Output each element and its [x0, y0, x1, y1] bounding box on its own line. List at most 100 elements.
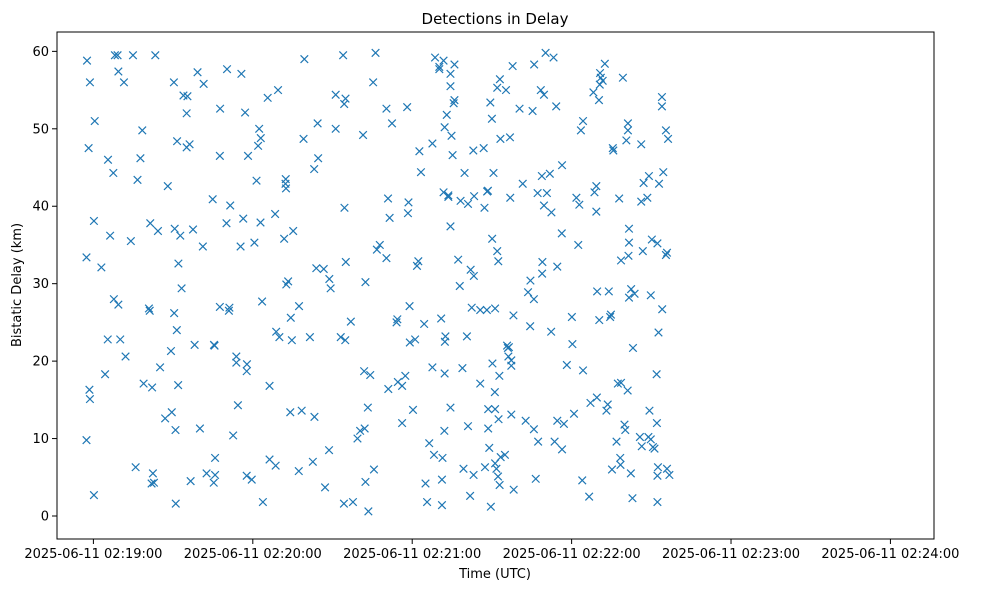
data-point: [456, 196, 465, 206]
data-point: [270, 209, 280, 219]
data-point: [383, 194, 393, 203]
data-point: [572, 193, 581, 202]
data-point: [320, 483, 330, 492]
data-point: [623, 119, 633, 128]
data-point: [116, 335, 125, 344]
data-point: [495, 371, 504, 381]
data-point: [199, 79, 208, 89]
data-point: [442, 110, 451, 120]
data-point: [653, 471, 662, 480]
data-point: [507, 361, 516, 370]
data-point: [504, 342, 514, 352]
data-point: [82, 253, 91, 262]
data-point: [661, 126, 671, 135]
data-point: [437, 475, 447, 484]
data-point: [489, 168, 498, 178]
data-point: [495, 75, 505, 84]
data-point: [242, 359, 252, 369]
data-point: [336, 332, 345, 342]
data-point: [114, 300, 123, 309]
data-point: [375, 240, 385, 250]
data-point: [237, 69, 246, 79]
data-point: [348, 497, 358, 507]
data-point: [382, 253, 391, 263]
data-point: [210, 453, 220, 463]
data-point: [163, 181, 173, 191]
data-point: [166, 346, 176, 356]
data-point: [114, 67, 123, 76]
data-point: [97, 263, 106, 272]
data-point: [186, 476, 195, 486]
data-point: [173, 380, 183, 390]
data-point: [339, 99, 349, 109]
data-point: [465, 491, 475, 501]
data-point: [139, 379, 148, 388]
data-point: [537, 269, 547, 278]
data-point: [286, 408, 295, 417]
data-point: [618, 73, 628, 82]
data-point: [446, 69, 455, 79]
data-point: [653, 497, 662, 507]
data-point: [490, 404, 500, 414]
data-point: [659, 167, 668, 177]
data-point: [600, 59, 610, 68]
data-point: [172, 136, 182, 146]
data-point: [182, 109, 191, 118]
data-point: [253, 141, 263, 151]
data-point: [131, 462, 140, 472]
data-point: [325, 274, 334, 284]
data-point: [550, 437, 559, 446]
data-point: [440, 123, 449, 132]
data-point: [448, 150, 457, 160]
data-point: [616, 453, 625, 463]
data-point: [463, 199, 473, 209]
data-point: [483, 186, 493, 195]
data-point: [500, 450, 510, 460]
data-point: [557, 229, 567, 238]
data-point: [493, 83, 502, 92]
data-point: [496, 134, 505, 144]
data-point: [355, 426, 365, 436]
data-point: [637, 442, 646, 451]
data-point: [215, 302, 225, 312]
data-point: [645, 406, 654, 415]
data-point: [252, 176, 261, 185]
data-point: [657, 305, 667, 314]
data-point: [635, 432, 645, 442]
data-point: [183, 92, 192, 101]
data-point: [103, 155, 113, 165]
data-point: [609, 146, 618, 155]
data-point: [250, 238, 259, 247]
data-point: [435, 64, 444, 74]
data-point: [313, 154, 323, 163]
data-point: [82, 56, 92, 65]
data-point: [232, 352, 241, 361]
data-point: [421, 479, 430, 488]
data-point: [547, 208, 556, 217]
y-tick-label: 30: [32, 277, 49, 292]
data-point: [606, 310, 616, 319]
data-point: [488, 359, 497, 368]
data-point: [487, 234, 497, 243]
data-point: [265, 381, 274, 391]
data-point: [169, 308, 179, 318]
data-point: [171, 499, 180, 508]
data-point: [438, 453, 447, 463]
data-point: [449, 99, 458, 108]
data-point: [153, 226, 163, 236]
data-point: [429, 450, 439, 460]
data-point: [273, 85, 283, 95]
data-point: [408, 405, 418, 415]
data-point: [653, 462, 663, 472]
data-point: [592, 181, 601, 191]
data-point: [437, 500, 447, 510]
data-point: [463, 421, 473, 431]
data-point: [294, 466, 303, 476]
data-point: [397, 381, 407, 391]
data-point: [397, 418, 407, 428]
data-point: [504, 352, 513, 361]
data-point: [624, 293, 634, 302]
data-point: [496, 452, 505, 462]
data-point: [312, 263, 321, 273]
data-point: [533, 437, 543, 446]
